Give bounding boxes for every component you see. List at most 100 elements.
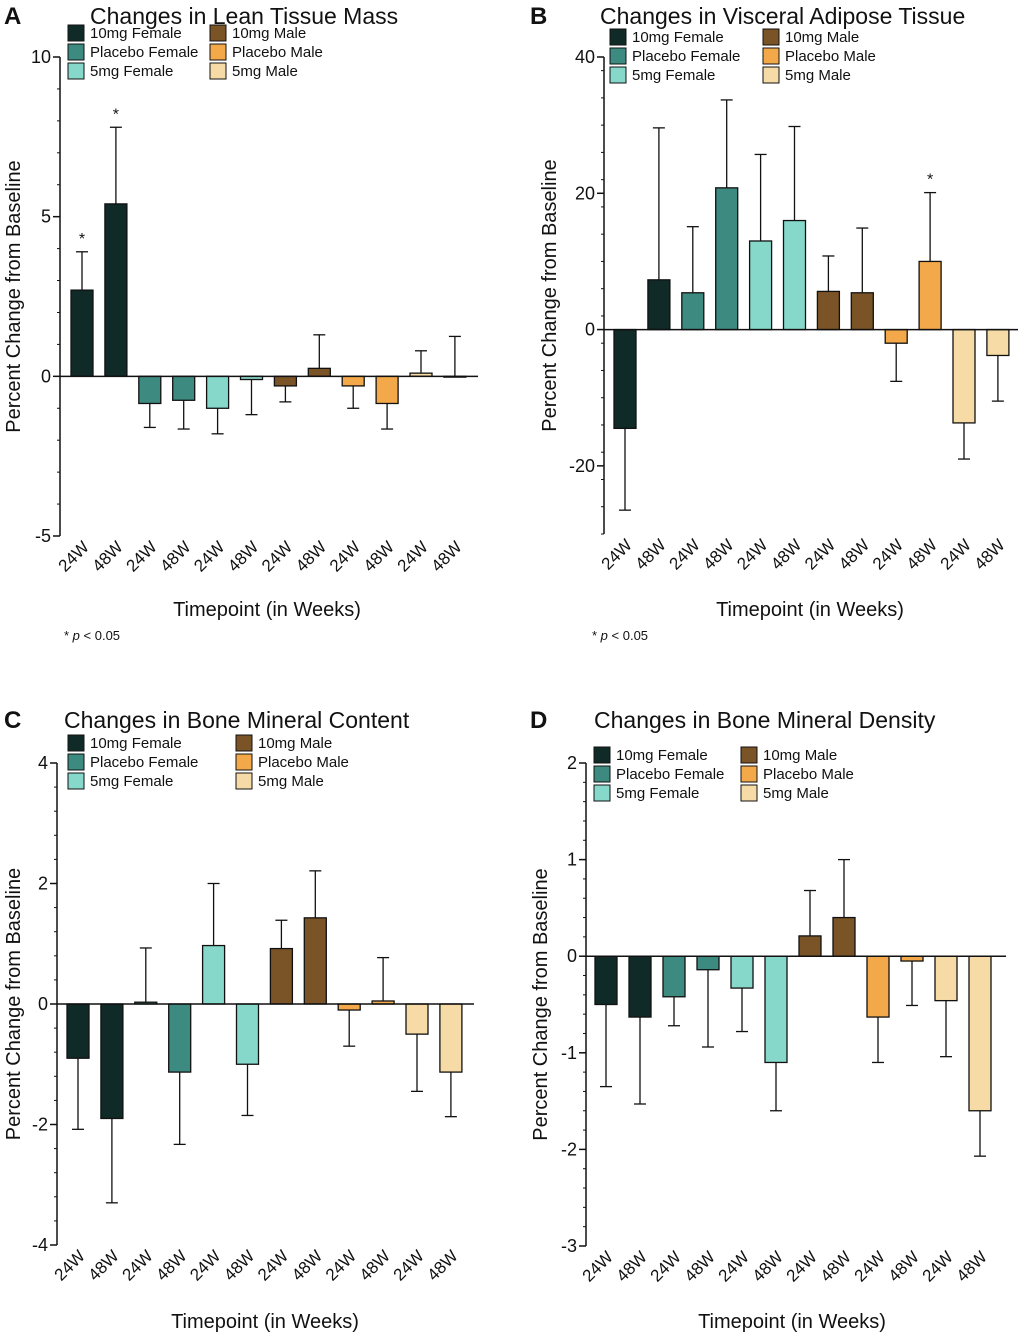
- legend: 10mg Female Placebo Female 5mg Female 10mg …: [609, 28, 876, 84]
- x-tick-label: 48W: [85, 1246, 123, 1284]
- legend-swatch: [67, 62, 85, 80]
- x-tick-label: 24W: [322, 1246, 360, 1284]
- legend-label: Placebo Female: [632, 48, 740, 65]
- x-tick-label: 24W: [647, 1247, 685, 1285]
- x-tick-label: 24W: [919, 1247, 957, 1285]
- bar-10mg-male-24w: [816, 290, 841, 331]
- x-tick-label: 48W: [749, 1247, 787, 1285]
- x-tick-label: 24W: [937, 535, 975, 573]
- legend-swatch: [593, 784, 611, 802]
- footnote-threshold: < 0.05: [80, 628, 120, 643]
- legend-label: Placebo Male: [232, 44, 323, 61]
- legend-label: Placebo Male: [785, 48, 876, 65]
- bar-placebo-male-48w: [918, 260, 942, 331]
- bar-placebo-male-24w: [341, 375, 365, 387]
- x-tick-label: 48W: [767, 535, 805, 573]
- bar-5mg-male-48w: [439, 1003, 463, 1073]
- legend-swatch: [740, 746, 758, 764]
- legend-swatch: [235, 753, 253, 771]
- legend-swatch: [762, 47, 780, 65]
- bar-10mg-female-48w: [100, 1003, 124, 1120]
- x-tick-label: 24W: [733, 535, 771, 573]
- panel-A: A Changes in Lean Tissue Mass * * -5 0 5 10 Perc…: [3, 3, 478, 643]
- bar-5mg-female-48w: [764, 955, 788, 1064]
- x-tick-label: 48W: [428, 537, 466, 575]
- y-tick-label: 0: [585, 320, 595, 340]
- x-tick-label: 48W: [288, 1246, 326, 1284]
- y-tick-label: 4: [38, 753, 48, 773]
- x-tick-label: 48W: [224, 537, 262, 575]
- bar-placebo-female-48w: [696, 955, 720, 971]
- y-tick-label: 10: [31, 47, 51, 67]
- y-tick-label: 1: [567, 850, 577, 870]
- bar-10mg-male-24w: [798, 935, 822, 957]
- legend-label: Placebo Male: [763, 766, 854, 783]
- legend-label: 5mg Male: [232, 63, 298, 80]
- bar-10mg-male-48w: [850, 292, 874, 331]
- x-tick-label: 24W: [665, 535, 703, 573]
- footnote-p: p: [72, 628, 80, 643]
- bar-10mg-male-48w: [303, 917, 327, 1005]
- legend-swatch: [67, 734, 85, 752]
- panel-D: D Changes in Bone Mineral Density -3 -2 -1 0 1…: [530, 707, 1006, 1333]
- legend-label: Placebo Female: [90, 44, 198, 61]
- x-tick-label: 24W: [190, 537, 228, 575]
- legend-label: 10mg Female: [632, 29, 724, 46]
- x-tick-label: 24W: [715, 1247, 753, 1285]
- y-axis-label: Percent Change from Baseline: [539, 159, 561, 431]
- legend-swatch: [67, 772, 85, 790]
- x-tick-label: 48W: [699, 535, 737, 573]
- bar-5mg-female-24w: [201, 944, 226, 1005]
- bar-placebo-male-24w: [337, 1003, 361, 1011]
- y-tick-label: 0: [38, 994, 48, 1014]
- bar-placebo-male-24w: [866, 955, 890, 1018]
- x-tick-label: 48W: [632, 535, 670, 573]
- legend-swatch: [67, 753, 85, 771]
- legend-swatch: [209, 43, 227, 61]
- legend-swatch: [209, 62, 227, 80]
- y-tick-label: -2: [561, 1139, 577, 1159]
- chart-title: Changes in Bone Mineral Density: [594, 707, 936, 733]
- bar-5mg-male-24w: [952, 328, 976, 424]
- panel-letter: C: [4, 707, 21, 734]
- legend-label: 10mg Male: [232, 25, 306, 42]
- bar-10mg-female-48w: [647, 279, 671, 331]
- x-tick-label: 48W: [817, 1247, 855, 1285]
- y-tick-label: 0: [567, 946, 577, 966]
- legend-swatch: [235, 734, 253, 752]
- legend-label: 5mg Male: [785, 67, 851, 84]
- y-tick-label: -20: [569, 456, 595, 476]
- chart-title: Changes in Lean Tissue Mass: [90, 3, 398, 29]
- x-tick-label: 48W: [360, 537, 398, 575]
- footnote-threshold: < 0.05: [608, 628, 648, 643]
- legend-swatch: [67, 43, 85, 61]
- x-axis-label: Timepoint (in Weeks): [171, 1311, 359, 1333]
- x-tick-label: 48W: [356, 1246, 394, 1284]
- legend-label: 10mg Female: [90, 25, 182, 42]
- bar-5mg-female-24w: [748, 240, 773, 331]
- panel-letter: A: [4, 3, 21, 30]
- y-tick-label: 40: [575, 47, 595, 67]
- bar-10mg-female-48w: [628, 955, 652, 1018]
- legend-label: 10mg Female: [90, 735, 182, 752]
- bar-5mg-male-48w: [986, 328, 1010, 357]
- legend-label: Placebo Female: [616, 766, 724, 783]
- x-tick-label: 24W: [258, 537, 296, 575]
- legend-label: 5mg Female: [616, 785, 699, 802]
- bar-5mg-male-24w: [405, 1003, 429, 1035]
- bar-5mg-male-48w: [968, 955, 992, 1112]
- y-axis-label: Percent Change from Baseline: [3, 160, 25, 432]
- x-tick-label: 48W: [971, 535, 1009, 573]
- y-axis-label: Percent Change from Baseline: [3, 868, 25, 1140]
- x-tick-label: 48W: [220, 1246, 258, 1284]
- legend-label: 10mg Male: [763, 747, 837, 764]
- y-tick-label: 0: [41, 366, 51, 386]
- y-tick-label: -1: [561, 1043, 577, 1063]
- x-tick-label: 48W: [89, 537, 127, 575]
- significance-marker: *: [113, 106, 119, 123]
- panel-B: B Changes in Visceral Adipose Tissue * -20 0…: [530, 3, 1018, 643]
- legend-swatch: [762, 66, 780, 84]
- significance-marker: *: [927, 172, 933, 189]
- legend-swatch: [593, 765, 611, 783]
- legend-swatch: [235, 772, 253, 790]
